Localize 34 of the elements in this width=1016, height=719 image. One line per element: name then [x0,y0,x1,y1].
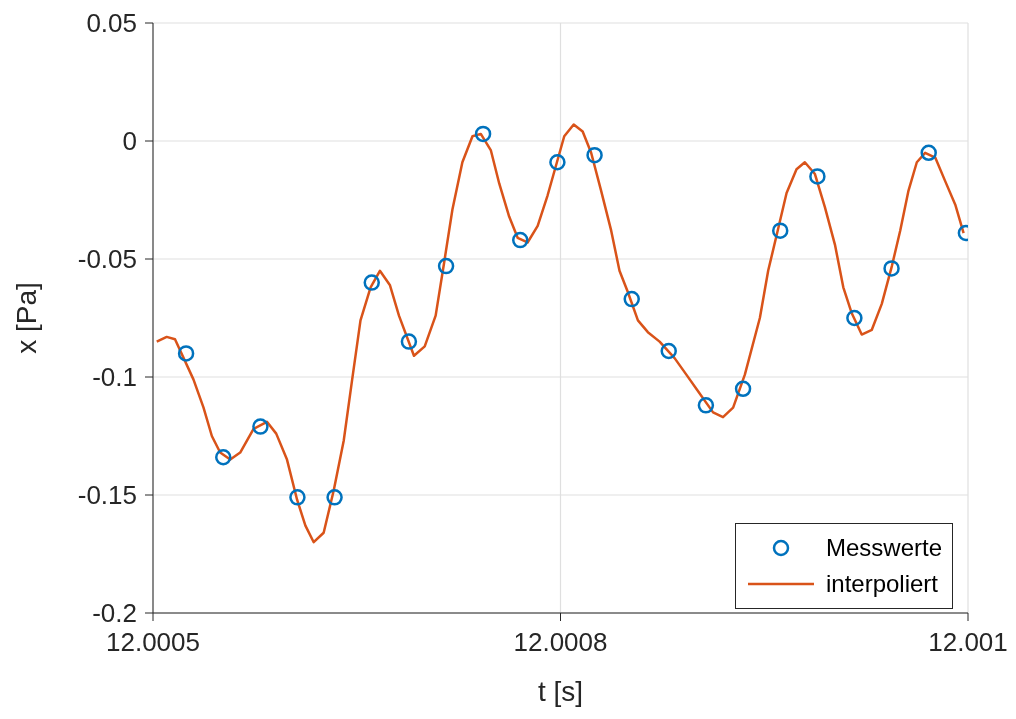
x-tick-label: 12.0008 [513,627,608,658]
point [660,342,677,360]
point [883,260,900,277]
point [511,231,529,249]
y-tick-label: 0 [122,126,137,157]
x-tick-label: 12.0005 [106,627,200,658]
point [771,222,789,239]
point [326,489,343,506]
x-tick-label: 12.001 [928,627,1008,658]
point [215,448,232,466]
x-axis-title: t [s] [537,676,584,707]
point [177,345,195,362]
point [437,257,455,275]
point [846,309,863,327]
y-tick-label: -0.1 [92,362,137,393]
y-axis-title: x [Pa] [10,282,42,354]
point [734,380,752,398]
point [289,489,306,506]
point [920,144,937,162]
point [623,290,640,308]
legend-label: Messwerte [825,534,942,562]
point [363,274,380,291]
legend-label: interpoliert [825,570,939,598]
point [586,146,603,164]
y-tick-label: -0.15 [77,480,137,511]
y-tick-label: -0.2 [92,598,137,629]
point [549,153,566,171]
point [474,125,492,143]
point [400,333,418,350]
point [809,168,826,185]
point [252,418,269,435]
point [697,397,715,414]
y-tick-label: 0.05 [86,8,137,39]
y-tick-label: -0.05 [77,244,137,275]
